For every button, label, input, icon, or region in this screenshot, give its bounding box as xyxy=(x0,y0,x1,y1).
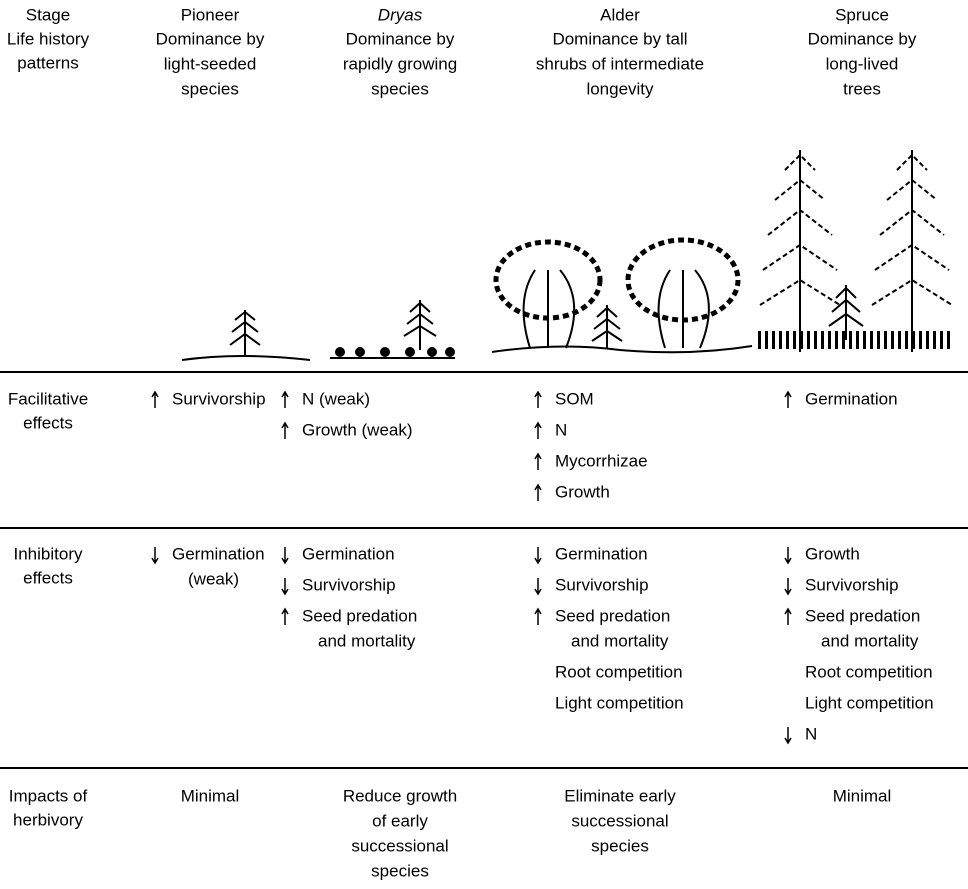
column-header: Pioneer xyxy=(181,5,240,24)
column-header: Alder xyxy=(600,5,640,24)
cell-text: species xyxy=(371,861,429,880)
cell-text: Minimal xyxy=(181,786,240,805)
row-label: Facilitative xyxy=(8,389,88,408)
arrow-up xyxy=(534,421,542,439)
cell-text: species xyxy=(181,79,239,98)
effect-text: Survivorship xyxy=(805,575,899,594)
arrow-up xyxy=(281,390,289,408)
cell-text: long-lived xyxy=(826,54,899,73)
column-header: Spruce xyxy=(835,5,889,24)
cell-text: rapidly growing xyxy=(343,54,457,73)
arrow-down xyxy=(784,727,792,745)
cell-text: Minimal xyxy=(833,786,892,805)
column-header: Dryas xyxy=(378,5,423,24)
effect-text: N xyxy=(805,724,817,743)
arrow-down xyxy=(281,547,289,565)
effect-text: Germination xyxy=(302,544,395,563)
effect-text: Seed predation xyxy=(805,606,920,625)
row-label: Life history xyxy=(7,29,90,48)
arrow-up xyxy=(281,607,289,625)
row-label: Inhibitory xyxy=(14,544,83,563)
effect-text: and mortality xyxy=(821,631,919,650)
effect-text: Survivorship xyxy=(555,575,649,594)
arrow-down xyxy=(784,578,792,596)
arrow-up xyxy=(534,390,542,408)
cell-text: shrubs of intermediate xyxy=(536,54,704,73)
effect-text: Light competition xyxy=(805,693,934,712)
arrow-up xyxy=(151,390,159,408)
effect-text: Seed predation xyxy=(302,606,417,625)
effect-text: Light competition xyxy=(555,693,684,712)
arrow-up xyxy=(784,390,792,408)
cell-text: longevity xyxy=(586,79,654,98)
effect-text: Growth xyxy=(805,544,860,563)
arrow-up xyxy=(281,421,289,439)
effect-text: Growth xyxy=(555,482,610,501)
effect-text: N xyxy=(555,420,567,439)
arrow-down xyxy=(784,547,792,565)
effect-text: Root competition xyxy=(555,662,683,681)
arrow-up xyxy=(534,452,542,470)
arrow-up xyxy=(784,607,792,625)
effect-text: Germination xyxy=(805,389,898,408)
effect-text: N (weak) xyxy=(302,389,370,408)
arrow-down xyxy=(534,547,542,565)
cell-text: light-seeded xyxy=(164,54,257,73)
cell-text: Reduce growth xyxy=(343,786,457,805)
effect-text: Germination xyxy=(555,544,648,563)
row-label: Impacts of xyxy=(9,786,88,805)
effect-text: Germination xyxy=(172,544,265,563)
cell-text: trees xyxy=(843,79,881,98)
arrow-up xyxy=(534,483,542,501)
cell-text: Dominance by tall xyxy=(552,29,687,48)
effect-text: and mortality xyxy=(571,631,669,650)
effect-text: Survivorship xyxy=(302,575,396,594)
cell-text: Dominance by xyxy=(808,29,917,48)
cell-text: Dominance by xyxy=(156,29,265,48)
cell-text: successional xyxy=(351,836,448,855)
column-header: Stage xyxy=(26,5,70,24)
row-label: effects xyxy=(23,568,73,587)
effect-text: Root competition xyxy=(805,662,933,681)
effect-text: Survivorship xyxy=(172,389,266,408)
cell-text: of early xyxy=(372,811,428,830)
cell-text: Dominance by xyxy=(346,29,455,48)
effect-text: Seed predation xyxy=(555,606,670,625)
illustrations xyxy=(181,150,953,361)
arrow-down xyxy=(281,578,289,596)
row-label: patterns xyxy=(17,53,78,72)
effect-text: (weak) xyxy=(188,569,239,588)
row-label: herbivory xyxy=(13,810,83,829)
effect-text: SOM xyxy=(555,389,594,408)
arrow-down xyxy=(534,578,542,596)
cell-text: successional xyxy=(571,811,668,830)
arrow-down xyxy=(151,547,159,565)
row-label: effects xyxy=(23,413,73,432)
cell-text: species xyxy=(371,79,429,98)
effect-text: and mortality xyxy=(318,631,416,650)
cell-text: Eliminate early xyxy=(564,786,676,805)
row-rules xyxy=(0,371,968,769)
cell-text: species xyxy=(591,836,649,855)
arrow-up xyxy=(534,607,542,625)
effect-text: Mycorrhizae xyxy=(555,451,648,470)
effect-text: Growth (weak) xyxy=(302,420,413,439)
